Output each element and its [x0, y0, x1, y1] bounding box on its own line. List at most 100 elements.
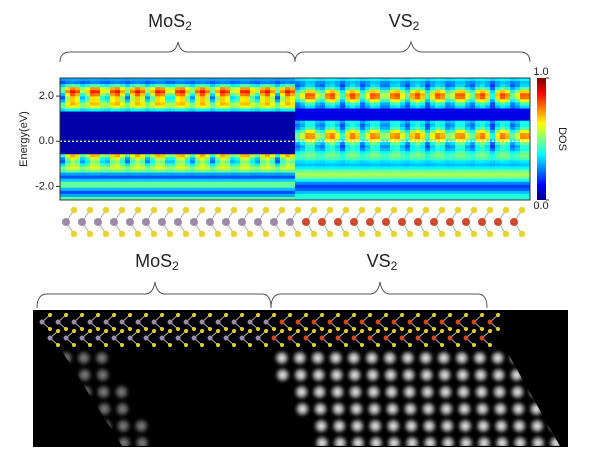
dos-cell — [65, 105, 71, 109]
dos-cell — [385, 84, 391, 88]
dos-cell — [120, 151, 126, 155]
dos-cell — [260, 178, 266, 182]
dos-cell — [100, 148, 106, 152]
dos-cell — [275, 114, 281, 118]
dos-cell — [490, 84, 496, 88]
dos-cell — [90, 135, 96, 140]
dos-cell — [305, 148, 311, 152]
dos-cell — [85, 129, 91, 134]
dos-cell — [395, 123, 401, 128]
dos-cell — [290, 154, 296, 158]
dos-cell — [240, 178, 246, 182]
dos-cell — [155, 160, 161, 164]
dos-cell — [385, 87, 391, 91]
dos-cell — [130, 196, 136, 201]
dos-cell — [525, 181, 531, 186]
metal-atom — [63, 335, 69, 341]
dos-cell — [105, 169, 111, 173]
dos-cell — [70, 90, 76, 94]
metal-atom — [391, 319, 397, 325]
s-atom — [136, 329, 140, 333]
dos-cell — [465, 178, 471, 182]
dos-cell — [145, 193, 151, 198]
dos-cell — [400, 90, 406, 94]
dos-cell — [135, 169, 141, 173]
dos-cell — [315, 175, 321, 179]
dos-cell — [115, 135, 121, 140]
dos-cell — [125, 129, 131, 134]
dos-cell — [495, 175, 501, 179]
dos-cell — [175, 93, 181, 97]
dos-cell — [285, 135, 291, 140]
metal-atom — [303, 335, 309, 341]
dos-cell — [365, 139, 371, 143]
dos-cell — [120, 142, 126, 146]
dos-cell — [250, 151, 256, 155]
dos-cell — [235, 148, 241, 152]
dos-cell — [465, 163, 471, 167]
dos-cell — [345, 163, 351, 167]
dos-cell — [225, 166, 231, 170]
dos-cell — [175, 181, 181, 186]
dos-cell — [85, 175, 91, 179]
dos-cell — [265, 81, 271, 85]
dos-cell — [405, 169, 411, 173]
dos-cell — [480, 105, 486, 109]
dos-cell — [75, 157, 81, 161]
dos-cell — [100, 151, 106, 155]
dos-cell — [370, 123, 376, 128]
dos-cell — [435, 175, 441, 179]
dos-cell — [145, 157, 151, 161]
dos-cell — [160, 78, 166, 82]
dos-cell — [100, 175, 106, 179]
dos-cell — [515, 96, 521, 100]
dos-cell — [250, 93, 256, 97]
dos-cell — [520, 84, 526, 88]
dos-cell — [465, 169, 471, 173]
s-atom — [232, 343, 236, 347]
dos-cell — [435, 184, 441, 189]
dos-cell — [520, 78, 526, 82]
dos-cell — [445, 196, 451, 201]
dos-cell — [165, 108, 171, 112]
dos-cell — [255, 84, 261, 88]
dos-cell — [445, 193, 451, 198]
dos-cell — [260, 135, 266, 140]
dos-cell — [220, 117, 226, 121]
dos-cell — [505, 120, 511, 125]
dos-cell — [415, 154, 421, 158]
dos-cell — [340, 81, 346, 85]
dos-cell — [130, 129, 136, 134]
dos-cell — [75, 184, 81, 189]
dos-cell — [425, 96, 431, 100]
dos-cell — [75, 190, 81, 195]
dos-cell — [75, 93, 81, 97]
dos-cell — [300, 196, 306, 201]
dos-cell — [305, 175, 311, 179]
dos-cell — [500, 190, 506, 195]
dos-cell — [290, 178, 296, 182]
dos-cell — [420, 123, 426, 128]
dos-cell — [420, 117, 426, 121]
dos-cell — [395, 169, 401, 173]
dos-cell — [370, 148, 376, 152]
dos-cell — [255, 151, 261, 155]
dos-cell — [155, 163, 161, 167]
dos-cell — [245, 196, 251, 201]
dos-cell — [495, 87, 501, 91]
dos-cell — [520, 160, 526, 164]
dos-cell — [130, 181, 136, 186]
dos-cell — [500, 90, 506, 94]
dos-cell — [100, 135, 106, 140]
metal-atom — [510, 218, 518, 226]
dos-cell — [250, 96, 256, 100]
dos-cell — [120, 154, 126, 158]
dos-cell — [140, 181, 146, 186]
dos-cell — [470, 154, 476, 158]
dos-cell — [525, 160, 531, 164]
dos-cell — [300, 175, 306, 179]
s-atom — [240, 313, 244, 317]
dos-cell — [180, 87, 186, 91]
dos-cell — [225, 181, 231, 186]
dos-cell — [285, 187, 291, 192]
